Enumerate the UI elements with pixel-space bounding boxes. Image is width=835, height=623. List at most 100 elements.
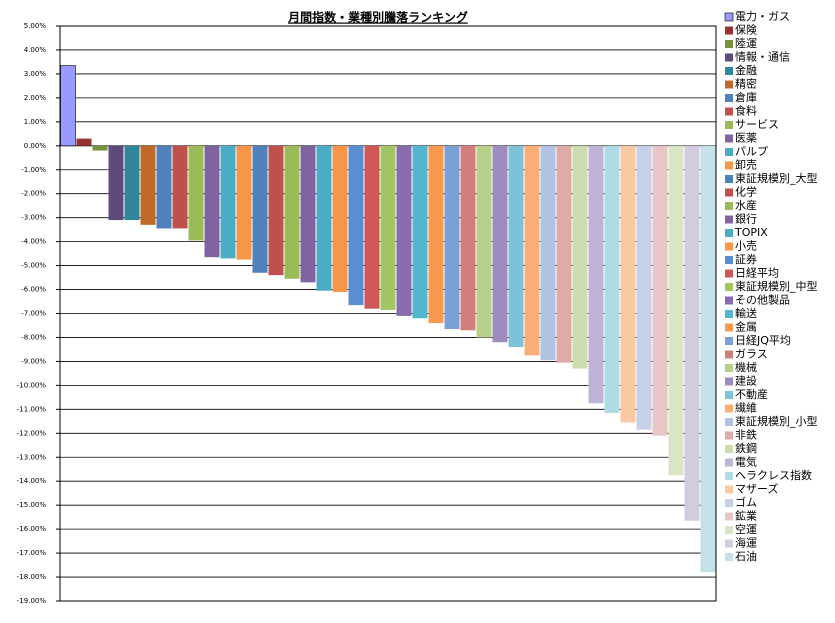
bar bbox=[444, 145, 460, 330]
legend-label: 金属 bbox=[735, 320, 757, 334]
legend-label: 東証規模別_大型 bbox=[735, 171, 818, 185]
legend-swatch bbox=[725, 526, 733, 534]
bar bbox=[396, 145, 412, 316]
legend-label: 電力・ガス bbox=[735, 10, 790, 23]
y-tick-label: -13.00% bbox=[17, 453, 47, 461]
legend-label: 銀行 bbox=[735, 212, 757, 226]
y-tick-label: 3.00% bbox=[24, 70, 47, 78]
bar bbox=[636, 145, 652, 430]
bar bbox=[60, 65, 76, 147]
bar bbox=[668, 145, 684, 476]
y-tick-label: -10.00% bbox=[17, 381, 47, 389]
legend-swatch bbox=[725, 202, 733, 210]
bar bbox=[604, 145, 620, 413]
legend-swatch bbox=[725, 188, 733, 197]
y-tick-label: 2.00% bbox=[24, 94, 47, 102]
y-tick-label: -4.00% bbox=[21, 238, 46, 246]
legend-label: 建設 bbox=[735, 374, 757, 388]
legend-label: 東証規模別_小型 bbox=[735, 414, 818, 428]
legend-label: ゴム bbox=[735, 495, 757, 509]
legend-swatch bbox=[725, 107, 733, 116]
legend-swatch bbox=[725, 323, 733, 332]
legend-swatch bbox=[725, 256, 733, 264]
bar bbox=[572, 145, 588, 369]
legend-swatch bbox=[725, 553, 733, 561]
legend-swatch bbox=[725, 512, 733, 521]
bar bbox=[428, 145, 444, 324]
legend-swatch bbox=[725, 337, 733, 345]
legend-swatch bbox=[725, 364, 733, 372]
legend-swatch bbox=[725, 26, 733, 35]
bar bbox=[492, 145, 508, 343]
legend-label: 非鉄 bbox=[735, 428, 757, 442]
legend-swatch bbox=[725, 242, 733, 251]
bar bbox=[76, 138, 92, 146]
bar bbox=[508, 145, 524, 348]
legend-swatch bbox=[725, 296, 733, 305]
legend-label: 機械 bbox=[735, 360, 757, 374]
legend-swatch bbox=[725, 350, 733, 359]
legend-swatch bbox=[725, 377, 733, 386]
bar bbox=[188, 145, 204, 241]
legend-swatch bbox=[725, 283, 733, 291]
legend-swatch bbox=[725, 404, 733, 413]
bar bbox=[700, 145, 716, 573]
y-tick-label: -14.00% bbox=[17, 477, 47, 485]
legend-swatch bbox=[725, 499, 733, 507]
legend-label: 空運 bbox=[735, 522, 757, 536]
legend-label: ガラス bbox=[735, 348, 768, 361]
legend-label: 日経平均 bbox=[735, 267, 779, 280]
y-tick-label: 4.00% bbox=[24, 46, 47, 54]
legend-label: 鉱業 bbox=[735, 509, 757, 523]
legend-label: マザーズ bbox=[735, 482, 778, 496]
y-tick-label: 5.00% bbox=[24, 22, 47, 30]
bar bbox=[316, 145, 332, 291]
bar bbox=[300, 145, 316, 283]
legend-label: 卸売 bbox=[735, 158, 757, 172]
bar bbox=[460, 145, 476, 331]
legend-label: その他製品 bbox=[735, 293, 790, 307]
y-tick-label: 0.00% bbox=[24, 142, 47, 150]
legend-label: 繊維 bbox=[735, 402, 757, 415]
legend-label: 小売 bbox=[735, 240, 757, 253]
y-tick-label: -11.00% bbox=[17, 405, 47, 413]
bar bbox=[556, 145, 572, 363]
y-tick-label: 1.00% bbox=[24, 118, 47, 126]
y-tick-label: -16.00% bbox=[17, 525, 47, 533]
legend-label: パルプ bbox=[735, 145, 768, 158]
bar bbox=[364, 145, 380, 309]
bar bbox=[332, 145, 348, 292]
legend-label: 金融 bbox=[735, 63, 757, 77]
y-tick-label: -5.00% bbox=[21, 262, 46, 270]
y-tick-label: -2.00% bbox=[21, 190, 46, 198]
legend-label: 東証規模別_中型 bbox=[735, 279, 818, 293]
legend-swatch bbox=[725, 134, 733, 143]
legend-label: 鉄鋼 bbox=[735, 441, 757, 455]
y-tick-label: -6.00% bbox=[21, 286, 46, 294]
legend-label: 情報・通信 bbox=[735, 51, 790, 64]
legend-swatch bbox=[725, 148, 733, 156]
legend-swatch bbox=[724, 12, 734, 22]
legend-label: サービス bbox=[735, 118, 779, 131]
y-tick-label: -18.00% bbox=[17, 573, 47, 581]
legend-swatch bbox=[725, 161, 733, 170]
legend-label: 化学 bbox=[735, 185, 757, 199]
legend-swatch bbox=[725, 121, 733, 129]
bar bbox=[236, 145, 252, 260]
bar bbox=[588, 145, 604, 404]
legend-label: ヘラクレス指数 bbox=[735, 468, 812, 482]
legend-swatch bbox=[725, 391, 733, 399]
bar bbox=[524, 145, 540, 356]
legend-swatch bbox=[725, 445, 733, 453]
legend-label: 陸運 bbox=[735, 37, 757, 50]
y-tick-label: -15.00% bbox=[17, 501, 47, 509]
y-tick-label: -8.00% bbox=[21, 333, 46, 341]
legend-label: 食料 bbox=[735, 104, 757, 118]
bar bbox=[140, 145, 156, 225]
legend-swatch bbox=[725, 458, 733, 467]
bar bbox=[204, 145, 220, 258]
legend-label: 水産 bbox=[735, 199, 757, 212]
legend-swatch bbox=[725, 269, 733, 278]
bar bbox=[220, 145, 236, 259]
bar bbox=[156, 145, 172, 229]
